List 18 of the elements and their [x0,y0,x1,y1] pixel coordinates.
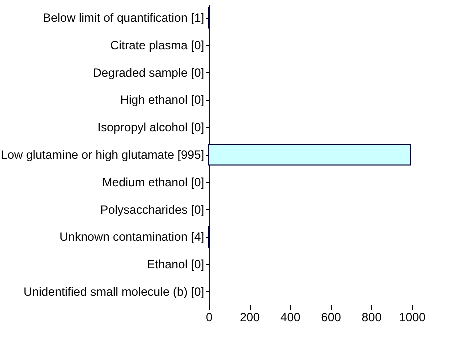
y-tick-label: Unknown contamination [4] [60,230,204,244]
x-tick-label: 600 [321,310,342,324]
x-tick-label: 0 [206,310,214,324]
x-tick-label: 200 [240,310,260,324]
y-tick-label: High ethanol [0] [120,93,204,108]
y-tick-label: Degraded sample [0] [93,66,204,80]
y-tick-label: Unidentified small molecule (b) [0] [24,284,204,299]
bar [208,144,412,166]
y-tick-label: Low glutamine or high glutamate [995] [1,148,204,162]
y-tick-label: Below limit of quantification [1] [43,11,204,26]
x-tick-label: 1000 [399,310,426,324]
y-tick-label: Ethanol [0] [147,258,204,272]
y-tick-label: Polysaccharides [0] [100,202,204,217]
y-tick-label: Citrate plasma [0] [110,38,204,52]
y-tick-label: Medium ethanol [0] [102,175,204,190]
y-tick-label: Isopropyl alcohol [0] [98,120,204,135]
x-tick-label: 400 [280,310,302,324]
x-tick-label: 800 [362,310,382,324]
